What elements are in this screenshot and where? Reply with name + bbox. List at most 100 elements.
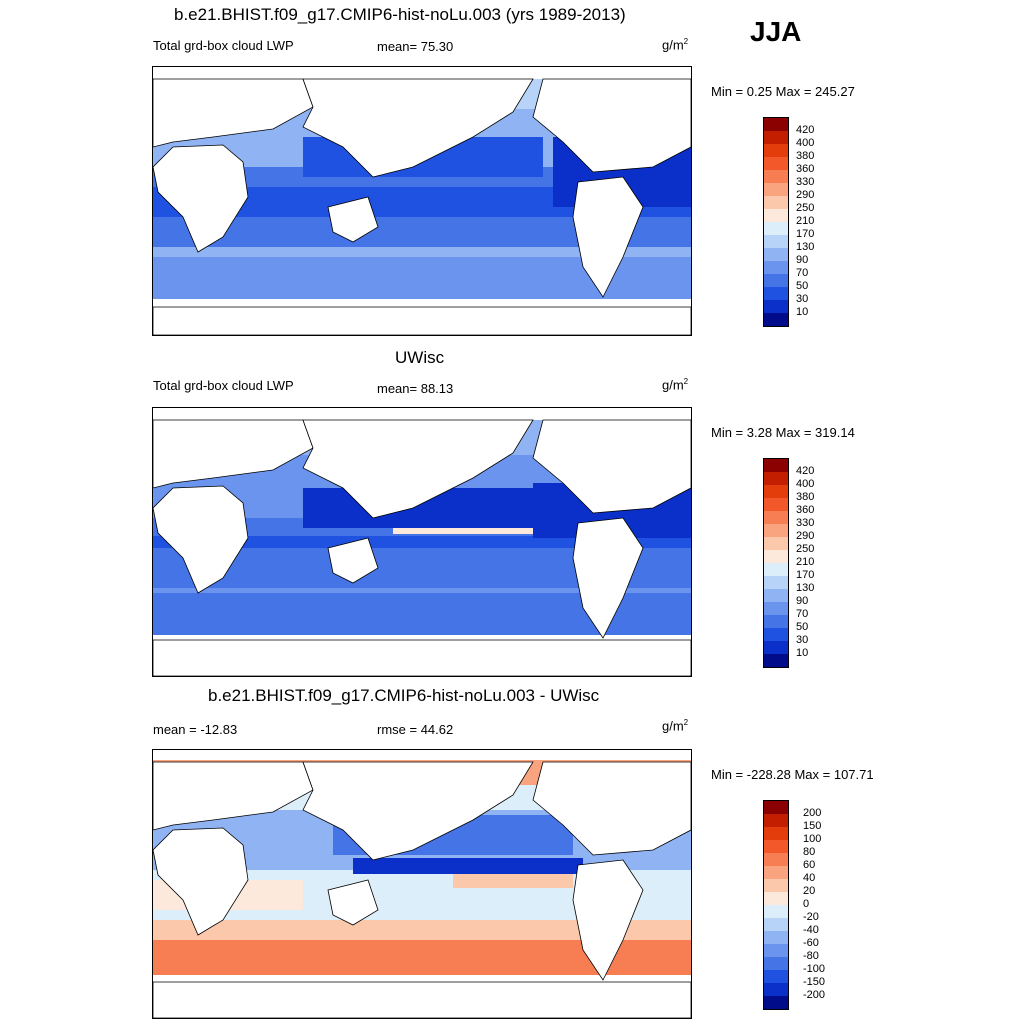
tick-label: -60 [803, 937, 819, 949]
tick-label: 290 [796, 530, 815, 542]
color-swatch [764, 498, 788, 511]
tick-label: 30 [796, 634, 809, 646]
tick-label: 100 [803, 833, 822, 845]
tick-label: 50 [796, 280, 809, 292]
color-swatch [764, 118, 788, 131]
color-swatch [764, 222, 788, 235]
tick-label: 250 [796, 543, 815, 555]
tick-label: 90 [796, 254, 809, 266]
panel3-title: b.e21.BHIST.f09_g17.CMIP6-hist-noLu.003 … [208, 686, 600, 705]
tick-label: 170 [796, 228, 815, 240]
tick-label: -20 [803, 911, 819, 923]
panel1-map [152, 66, 692, 336]
tick-label: 130 [796, 241, 815, 253]
color-swatch [764, 287, 788, 300]
color-swatch [764, 892, 788, 905]
panel2-minmax-label: Min = 3.28 Max = 319.14 [711, 425, 855, 440]
color-swatch [764, 589, 788, 602]
tick-label: -200 [803, 989, 826, 1001]
panel2-title: UWisc [395, 348, 445, 367]
panel1-mean-label: mean= 75.30 [377, 39, 454, 54]
color-swatch [764, 827, 788, 840]
color-swatch [764, 485, 788, 498]
panel2-colorbar [763, 458, 789, 668]
color-swatch [764, 313, 788, 326]
tick-label: 60 [803, 859, 816, 871]
tick-label: -100 [803, 963, 826, 975]
color-swatch [764, 840, 788, 853]
color-swatch [764, 563, 788, 576]
color-swatch [764, 131, 788, 144]
continents [153, 78, 691, 335]
color-swatch [764, 641, 788, 654]
tick-label: 330 [796, 176, 815, 188]
color-swatch [764, 944, 788, 957]
color-swatch [764, 248, 788, 261]
color-swatch [764, 550, 788, 563]
color-swatch [764, 183, 788, 196]
color-swatch [764, 654, 788, 667]
panel2-mean-label: mean= 88.13 [377, 381, 454, 396]
color-swatch [764, 905, 788, 918]
panel1-title: b.e21.BHIST.f09_g17.CMIP6-hist-noLu.003 … [174, 5, 626, 24]
tick-label: 210 [796, 556, 815, 568]
color-swatch [764, 511, 788, 524]
tick-label: 90 [796, 595, 809, 607]
tick-label: 50 [796, 621, 809, 633]
tick-label: 290 [796, 189, 815, 201]
tick-label: 40 [803, 872, 816, 884]
tick-label: 330 [796, 517, 815, 529]
color-swatch [764, 879, 788, 892]
tick-label: 80 [803, 846, 816, 858]
panel2-variable-label: Total grd-box cloud LWP [153, 378, 294, 393]
tick-label: 400 [796, 137, 815, 149]
color-swatch [764, 814, 788, 827]
color-swatch [764, 209, 788, 222]
panel1-colorbar [763, 117, 789, 327]
panel1-unit-label: g/m2 [662, 37, 689, 53]
panel2-map [152, 407, 692, 677]
season-label: JJA [750, 16, 802, 47]
tick-label: 70 [796, 608, 809, 620]
tick-label: 20 [803, 885, 816, 897]
panel3-rmse-label: rmse = 44.62 [377, 722, 454, 737]
color-swatch [764, 196, 788, 209]
color-swatch [764, 472, 788, 485]
tick-label: 170 [796, 569, 815, 581]
tick-label: 0 [803, 898, 810, 910]
color-swatch [764, 853, 788, 866]
panel3-mean-label: mean = -12.83 [153, 722, 238, 737]
color-swatch [764, 274, 788, 287]
panel1-variable-label: Total grd-box cloud LWP [153, 38, 294, 53]
tick-label: 420 [796, 465, 815, 477]
tick-label: 70 [796, 267, 809, 279]
color-swatch [764, 524, 788, 537]
tick-label: 210 [796, 215, 815, 227]
color-swatch [764, 983, 788, 996]
color-swatch [764, 615, 788, 628]
tick-label: 30 [796, 293, 809, 305]
tick-label: 10 [796, 647, 809, 659]
color-swatch [764, 957, 788, 970]
color-swatch [764, 996, 788, 1009]
color-swatch [764, 628, 788, 641]
panel2-unit-label: g/m2 [662, 377, 689, 393]
tick-label: -80 [803, 950, 819, 962]
tick-label: 380 [796, 150, 815, 162]
tick-label: 200 [803, 807, 822, 819]
color-swatch [764, 300, 788, 313]
panel3-map [152, 749, 692, 1019]
continents [153, 761, 691, 1018]
tick-label: 420 [796, 124, 815, 136]
color-swatch [764, 170, 788, 183]
panel3-unit-label: g/m2 [662, 718, 689, 734]
tick-label: 360 [796, 163, 815, 175]
color-swatch [764, 235, 788, 248]
color-swatch [764, 261, 788, 274]
tick-label: 130 [796, 582, 815, 594]
color-swatch [764, 576, 788, 589]
continents [153, 419, 691, 676]
color-swatch [764, 157, 788, 170]
panel1-minmax-label: Min = 0.25 Max = 245.27 [711, 84, 855, 99]
tick-label: 150 [803, 820, 822, 832]
